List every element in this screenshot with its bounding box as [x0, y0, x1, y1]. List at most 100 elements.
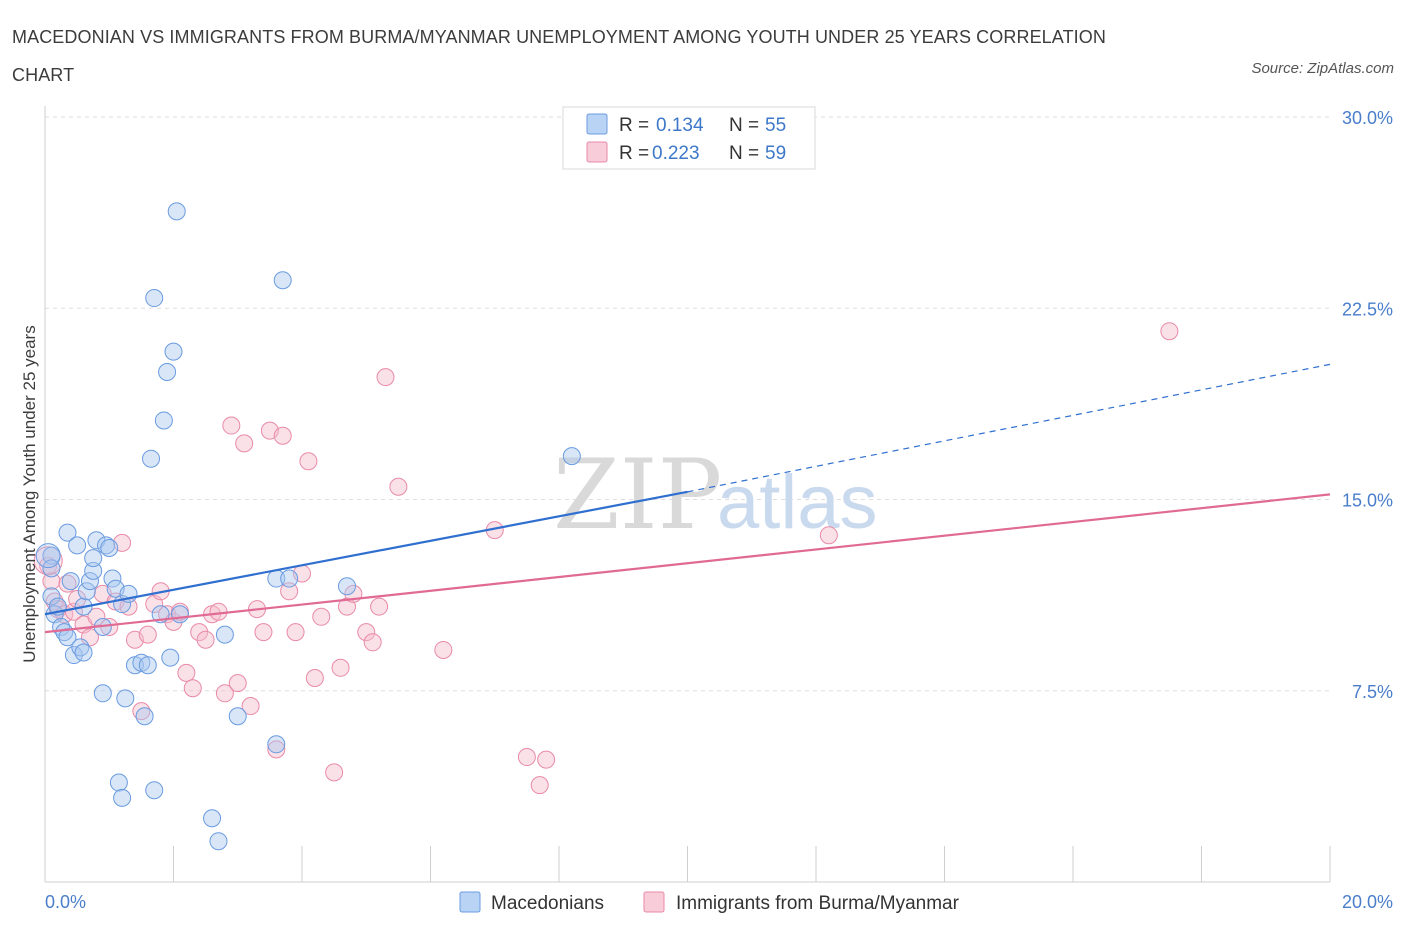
- data-point-macedonians: [203, 809, 222, 828]
- data-point-immigrants: [209, 602, 228, 621]
- data-point-macedonians: [58, 523, 77, 542]
- series-macedonians-points: [35, 202, 581, 851]
- data-point-immigrants: [42, 572, 61, 591]
- data-point-immigrants: [299, 452, 318, 471]
- data-point-macedonians: [145, 781, 164, 800]
- legend-n-value-1: 55: [765, 115, 786, 136]
- data-point-macedonians: [42, 587, 61, 606]
- data-point-immigrants: [196, 630, 215, 649]
- trendlines: [44, 363, 1331, 634]
- data-point-immigrants: [537, 750, 556, 769]
- data-point-immigrants: [305, 669, 324, 687]
- data-point-immigrants: [138, 625, 157, 644]
- data-point-immigrants: [215, 684, 234, 703]
- legend-swatch-blue: [586, 113, 608, 135]
- data-point-immigrants: [312, 607, 331, 626]
- watermark-atlas: atlas: [717, 460, 878, 545]
- legend-n-label-2: N =: [729, 143, 759, 164]
- data-point-macedonians: [154, 411, 173, 430]
- data-point-immigrants: [357, 623, 376, 642]
- data-point-immigrants: [254, 623, 273, 642]
- data-point-macedonians: [145, 289, 164, 308]
- legend-n-value-2: 59: [765, 143, 786, 164]
- data-point-immigrants: [190, 623, 209, 642]
- data-point-immigrants: [280, 582, 299, 601]
- data-point-macedonians: [55, 623, 74, 642]
- chart-title: MACEDONIAN VS IMMIGRANTS FROM BURMA/MYAN…: [12, 27, 1106, 85]
- bottom-legend-immigrants: Immigrants from Burma/Myanmar: [676, 893, 960, 914]
- data-point-macedonians: [142, 449, 161, 468]
- data-point-macedonians: [280, 569, 299, 588]
- watermark-zip: ZIP: [553, 439, 722, 551]
- legend-r-label-2: R =: [619, 143, 649, 164]
- series-immigrants-points: [33, 322, 1179, 795]
- trendline-macedonians: [44, 490, 688, 616]
- data-point-macedonians: [74, 643, 93, 662]
- data-point-immigrants: [530, 776, 549, 795]
- source-label: Source: ZipAtlas.com: [1251, 60, 1394, 77]
- data-point-immigrants: [267, 740, 286, 759]
- data-point-macedonians: [97, 536, 116, 555]
- data-point-macedonians: [93, 684, 112, 703]
- data-point-macedonians: [35, 543, 61, 569]
- data-point-immigrants: [87, 607, 106, 626]
- data-point-immigrants: [819, 526, 838, 545]
- tick-labels: 7.5% 15.0% 22.5% 30.0% 0.0% 20.0%: [45, 108, 1393, 912]
- data-point-macedonians: [84, 561, 103, 580]
- data-point-macedonians: [42, 559, 61, 578]
- x-tick-label: 0.0%: [45, 892, 86, 912]
- bottom-legend: Macedonians Immigrants from Burma/Myanma…: [459, 891, 960, 914]
- data-point-macedonians: [170, 605, 189, 624]
- data-point-immigrants: [241, 697, 260, 716]
- data-point-macedonians: [100, 538, 119, 557]
- data-point-macedonians: [135, 707, 154, 726]
- watermark: ZIP atlas: [553, 439, 878, 551]
- y-tick-label: 7.5%: [1352, 682, 1393, 702]
- data-point-immigrants: [331, 658, 350, 677]
- bottom-legend-swatch-blue: [459, 891, 481, 913]
- data-point-macedonians: [158, 363, 177, 381]
- data-point-immigrants: [370, 597, 389, 616]
- legend-n-label-1: N =: [729, 115, 759, 136]
- data-point-macedonians: [77, 582, 96, 601]
- data-point-macedonians: [164, 342, 183, 361]
- data-point-immigrants: [389, 477, 408, 496]
- data-point-macedonians: [103, 569, 122, 588]
- data-point-macedonians: [167, 202, 186, 221]
- x-tick-label: 20.0%: [1342, 892, 1393, 912]
- bottom-legend-macedonians: Macedonians: [491, 893, 604, 914]
- axes: [44, 106, 1331, 883]
- y-tick-label: 22.5%: [1342, 299, 1393, 319]
- data-point-macedonians: [267, 735, 286, 754]
- legend-r-value-1: 0.134: [656, 115, 704, 136]
- legend-r-label-1: R =: [619, 115, 649, 136]
- data-point-macedonians: [113, 788, 132, 807]
- data-point-macedonians: [161, 648, 180, 667]
- data-point-macedonians: [273, 271, 292, 290]
- trendline-immigrants: [44, 493, 1331, 634]
- data-point-macedonians: [68, 536, 87, 555]
- data-point-immigrants: [58, 574, 77, 593]
- data-point-macedonians: [215, 625, 234, 644]
- gridlines: [45, 116, 1330, 692]
- data-point-macedonians: [71, 638, 90, 657]
- legend-swatch-pink: [586, 141, 608, 163]
- data-point-immigrants: [363, 633, 382, 652]
- data-point-immigrants: [235, 434, 254, 453]
- data-point-immigrants: [286, 623, 305, 642]
- data-point-immigrants: [132, 702, 151, 721]
- data-point-immigrants: [177, 663, 196, 682]
- data-point-macedonians: [209, 832, 228, 851]
- data-point-macedonians: [80, 572, 99, 591]
- data-point-immigrants: [183, 679, 202, 698]
- data-point-macedonians: [61, 572, 80, 591]
- data-point-macedonians: [562, 447, 581, 466]
- data-point-macedonians: [138, 656, 157, 675]
- data-point-immigrants: [273, 426, 292, 445]
- data-point-immigrants: [325, 763, 344, 782]
- y-tick-label: 30.0%: [1342, 108, 1393, 128]
- legend-r-value-2: 0.223: [652, 143, 700, 164]
- top-legend: R = 0.134 N = 55 R = 0.223 N = 59: [562, 106, 816, 170]
- data-point-immigrants: [1160, 322, 1179, 341]
